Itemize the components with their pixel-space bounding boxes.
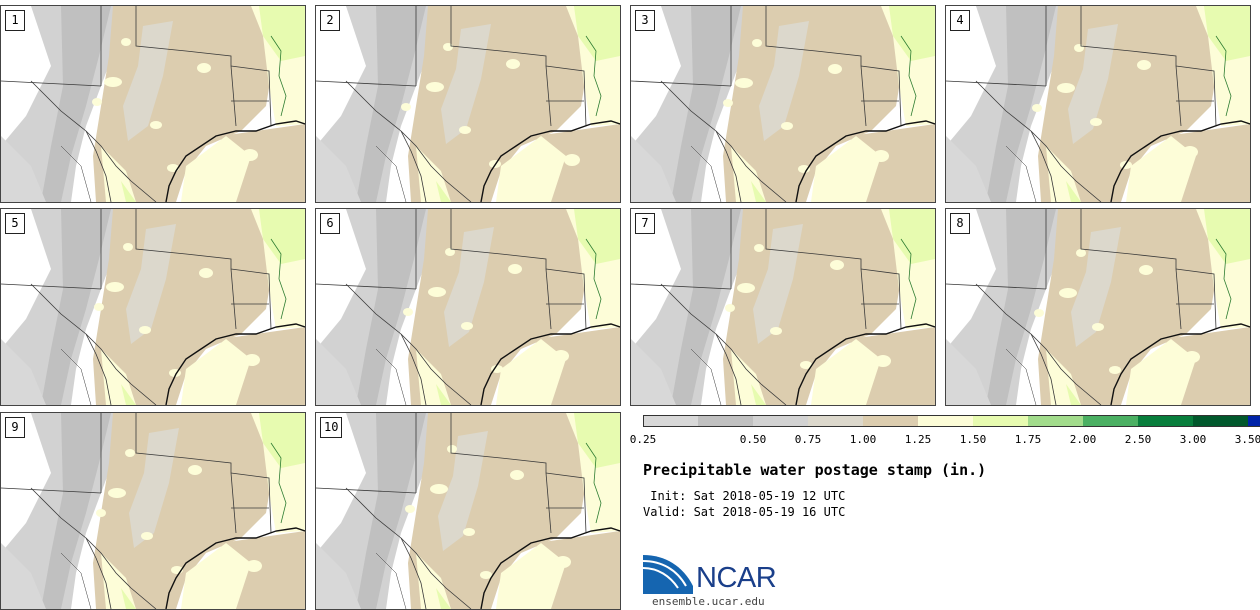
colorbar-segment xyxy=(1193,415,1248,427)
panel-number: 4 xyxy=(950,10,970,31)
precip-water-map xyxy=(1,209,305,405)
panel-number: 8 xyxy=(950,213,970,234)
precip-water-map xyxy=(946,6,1250,202)
precip-water-map xyxy=(316,6,620,202)
colorbar-tick-label: 1.25 xyxy=(904,433,932,446)
colorbar-segment xyxy=(863,415,918,427)
panel-number: 6 xyxy=(320,213,340,234)
init-time: Init: Sat 2018-05-19 12 UTC xyxy=(643,489,846,503)
colorbar-segment xyxy=(1083,415,1138,427)
colorbar-segment xyxy=(643,415,698,427)
panel-number: 5 xyxy=(5,213,25,234)
colorbar-segment xyxy=(1248,415,1260,427)
map-panel: 9 xyxy=(0,412,306,610)
precip-water-map xyxy=(316,209,620,405)
colorbar-segment xyxy=(698,415,753,427)
panel-number: 2 xyxy=(320,10,340,31)
colorbar-tick-label: 1.50 xyxy=(959,433,987,446)
map-panel: 7 xyxy=(630,208,936,406)
map-panel: 2 xyxy=(315,5,621,203)
colorbar-segment xyxy=(1138,415,1193,427)
panel-number: 10 xyxy=(320,417,343,438)
chart-title: Precipitable water postage stamp (in.) xyxy=(643,461,987,479)
colorbar-tick-label: 1.00 xyxy=(849,433,877,446)
precip-water-map xyxy=(946,209,1250,405)
colorbar-tick-label: 2.50 xyxy=(1124,433,1152,446)
map-panel: 8 xyxy=(945,208,1251,406)
colorbar-segment xyxy=(973,415,1028,427)
colorbar-tick-label: 0.25 xyxy=(629,433,657,446)
colorbar-tick-label: 1.75 xyxy=(1014,433,1042,446)
map-panel: 5 xyxy=(0,208,306,406)
panel-number: 1 xyxy=(5,10,25,31)
valid-time: Valid: Sat 2018-05-19 16 UTC xyxy=(643,505,846,519)
colorbar-segment xyxy=(918,415,973,427)
colorbar-segment xyxy=(808,415,863,427)
panel-number: 3 xyxy=(635,10,655,31)
ncar-logo xyxy=(643,555,693,594)
colorbar-tick-label: 0.75 xyxy=(794,433,822,446)
precip-water-map xyxy=(1,6,305,202)
map-panel: 3 xyxy=(630,5,936,203)
panel-number: 9 xyxy=(5,417,25,438)
colorbar-tick-label: 3.50 xyxy=(1234,433,1260,446)
map-panel: 4 xyxy=(945,5,1251,203)
site-url: ensemble.ucar.edu xyxy=(652,595,765,608)
colorbar-segment xyxy=(753,415,808,427)
precip-water-map xyxy=(631,6,935,202)
map-panel: 1 xyxy=(0,5,306,203)
panel-number: 7 xyxy=(635,213,655,234)
map-panel: 10 xyxy=(315,412,621,610)
colorbar-segment xyxy=(1028,415,1083,427)
precip-water-map xyxy=(1,413,305,609)
logo-text: NCAR xyxy=(696,562,777,594)
precip-water-map xyxy=(316,413,620,609)
colorbar-tick-label: 3.00 xyxy=(1179,433,1207,446)
precip-water-map xyxy=(631,209,935,405)
colorbar-tick-label: 2.00 xyxy=(1069,433,1097,446)
colorbar-tick-label: 0.50 xyxy=(739,433,767,446)
map-panel: 6 xyxy=(315,208,621,406)
